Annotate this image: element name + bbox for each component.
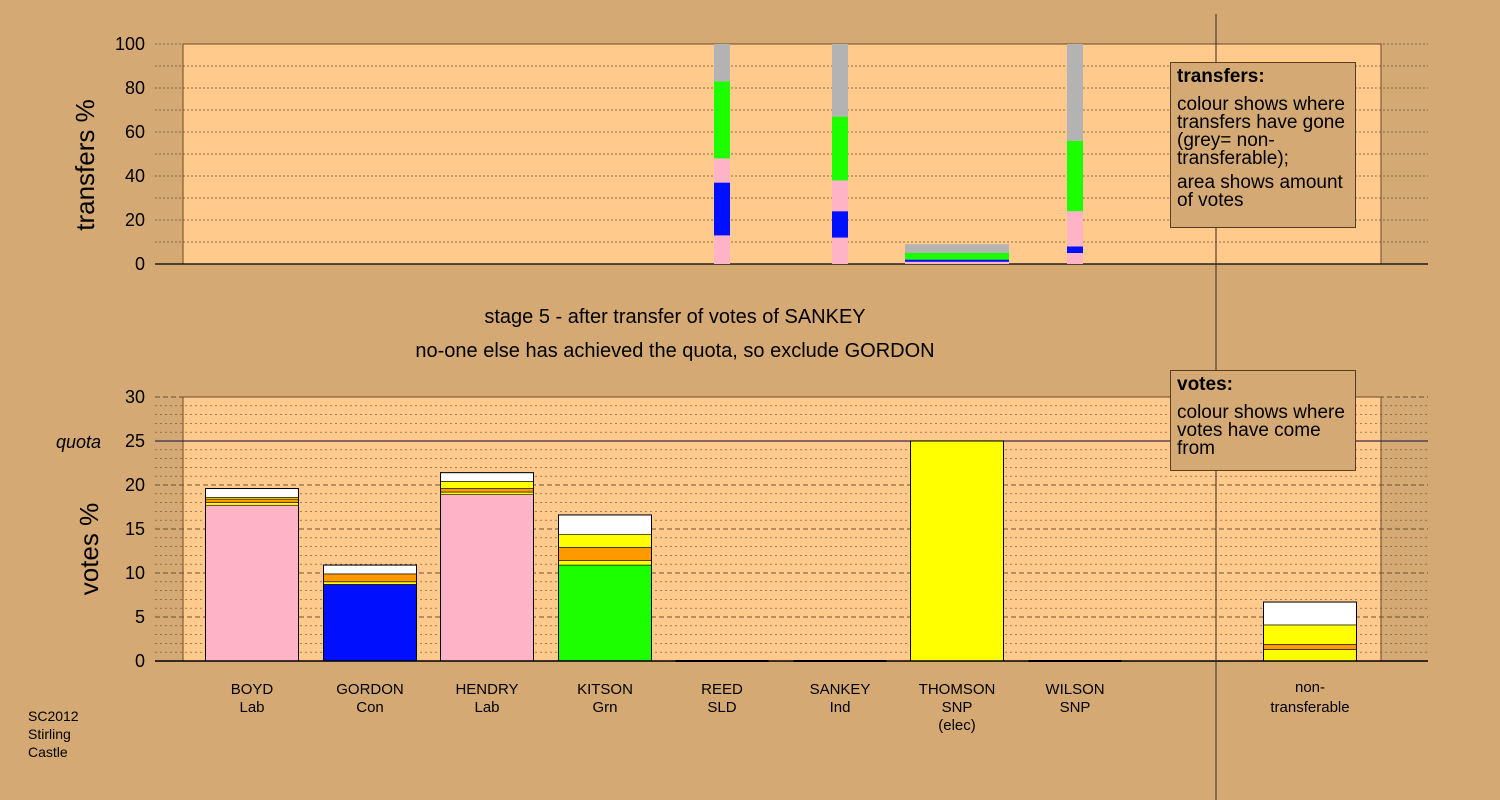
- transfers-segment-thomson: [905, 259, 1009, 262]
- transfers-legend-colour-note: colour shows where transfers have gone (…: [1177, 94, 1345, 169]
- transfers-segment-reed: [714, 44, 730, 82]
- transfers-segment-wilson: [1067, 44, 1083, 141]
- transfers-segment-reed: [714, 182, 730, 236]
- votes-segment-gordon: [323, 584, 417, 662]
- candidate-party-boyd: Lab: [239, 699, 264, 716]
- transfers-segment-reed: [714, 158, 730, 183]
- candidate-name-boyd: BOYD: [231, 681, 274, 698]
- votes-y-tick-label: 25: [125, 431, 145, 451]
- votes-segment-hendry: [440, 481, 534, 489]
- votes-y-tick-label: 30: [125, 387, 145, 407]
- footer-election-code: SC2012: [28, 708, 79, 724]
- candidate-name-kitson: KITSON: [577, 681, 633, 698]
- candidate-party-hendry: Lab: [474, 699, 499, 716]
- candidate-status-thomson: (elec): [938, 717, 976, 734]
- votes-legend-title: votes:: [1177, 374, 1233, 395]
- votes-segment-hendry: [440, 491, 534, 495]
- votes-segment-nontransferable: [1263, 649, 1357, 662]
- votes-segment-gordon: [323, 573, 417, 583]
- transfers-y-tick-label: 80: [125, 78, 145, 98]
- nontransferable-label-line1: non-: [1295, 679, 1325, 696]
- votes-segment-hendry: [440, 494, 534, 662]
- transfers-y-tick-label: 0: [135, 254, 145, 274]
- votes-segment-kitson: [558, 564, 652, 662]
- transfers-segment-reed: [714, 235, 730, 264]
- candidate-name-reed: REED: [701, 681, 743, 698]
- transfers-segment-thomson: [905, 261, 1009, 264]
- candidate-name-wilson: WILSON: [1045, 681, 1104, 698]
- votes-segment-kitson: [558, 560, 652, 566]
- transfers-legend: transfers: colour shows where transfers …: [1170, 62, 1356, 228]
- votes-y-tick-label: 0: [135, 651, 145, 671]
- transfers-segment-thomson: [905, 253, 1009, 260]
- transfers-y-axis-title: transfers %: [70, 99, 100, 231]
- votes-segment-nontransferable: [1263, 624, 1357, 645]
- transfers-segment-sankey: [832, 180, 848, 212]
- votes-segment-nontransferable: [1263, 643, 1357, 650]
- votes-legend: votes: colour shows where votes have com…: [1170, 370, 1356, 471]
- transfers-segment-wilson: [1067, 246, 1083, 253]
- transfers-y-tick-label: 60: [125, 122, 145, 142]
- votes-y-tick-label: 15: [125, 519, 145, 539]
- votes-y-axis-title: votes %: [74, 503, 104, 596]
- transfers-segment-thomson: [905, 244, 1009, 253]
- transfers-segment-sankey: [832, 211, 848, 238]
- votes-segment-kitson: [558, 533, 652, 548]
- nontransferable-label-line2: transferable: [1270, 699, 1349, 716]
- votes-segment-boyd: [205, 504, 299, 662]
- footer-ward-line1: Stirling: [28, 726, 71, 742]
- transfers-segment-sankey: [832, 237, 848, 264]
- votes-y-tick-label: 20: [125, 475, 145, 495]
- votes-segment-gordon: [323, 564, 417, 575]
- votes-segment-boyd: [205, 502, 299, 506]
- stage-decision: no-one else has achieved the quota, so e…: [415, 340, 934, 362]
- votes-legend-colour-note: colour shows where votes have come from: [1177, 402, 1345, 459]
- candidate-name-sankey: SANKEY: [810, 681, 871, 698]
- transfers-segment-sankey: [832, 116, 848, 181]
- votes-segment-thomson: [910, 440, 1004, 662]
- candidate-name-hendry: HENDRY: [455, 681, 518, 698]
- votes-segment-hendry: [440, 472, 534, 482]
- candidate-party-thomson: SNP: [942, 699, 973, 716]
- votes-segment-boyd: [205, 498, 299, 503]
- transfers-segment-wilson: [1067, 140, 1083, 212]
- candidate-name-gordon: GORDON: [336, 681, 404, 698]
- stage-description: stage 5 - after transfer of votes of SAN…: [484, 306, 865, 328]
- candidate-name-thomson: THOMSON: [919, 681, 996, 698]
- candidate-party-reed: SLD: [707, 699, 736, 716]
- votes-segment-kitson: [558, 514, 652, 535]
- transfers-segment-wilson: [1067, 253, 1083, 264]
- candidate-party-wilson: SNP: [1060, 699, 1091, 716]
- transfers-legend-area-note: area shows amount of votes: [1177, 172, 1343, 211]
- candidate-party-kitson: Grn: [592, 699, 617, 716]
- votes-segment-kitson: [558, 547, 652, 561]
- quota-label: quota: [56, 432, 101, 452]
- votes-y-tick-label: 10: [125, 563, 145, 583]
- votes-segment-boyd: [205, 488, 299, 498]
- candidate-party-sankey: Ind: [830, 699, 851, 716]
- votes-segment-nontransferable: [1263, 601, 1357, 626]
- transfers-y-tick-label: 20: [125, 210, 145, 230]
- candidate-party-gordon: Con: [356, 699, 384, 716]
- votes-segment-hendry: [440, 488, 534, 493]
- votes-y-tick-label: 5: [135, 607, 145, 627]
- transfers-segment-reed: [714, 81, 730, 159]
- transfers-segment-wilson: [1067, 211, 1083, 247]
- votes-segment-gordon: [323, 581, 417, 585]
- transfers-y-tick-label: 100: [115, 34, 145, 54]
- transfers-legend-title: transfers:: [1177, 66, 1265, 87]
- footer-ward-line2: Castle: [28, 744, 68, 760]
- transfers-y-tick-label: 40: [125, 166, 145, 186]
- transfers-segment-sankey: [832, 44, 848, 117]
